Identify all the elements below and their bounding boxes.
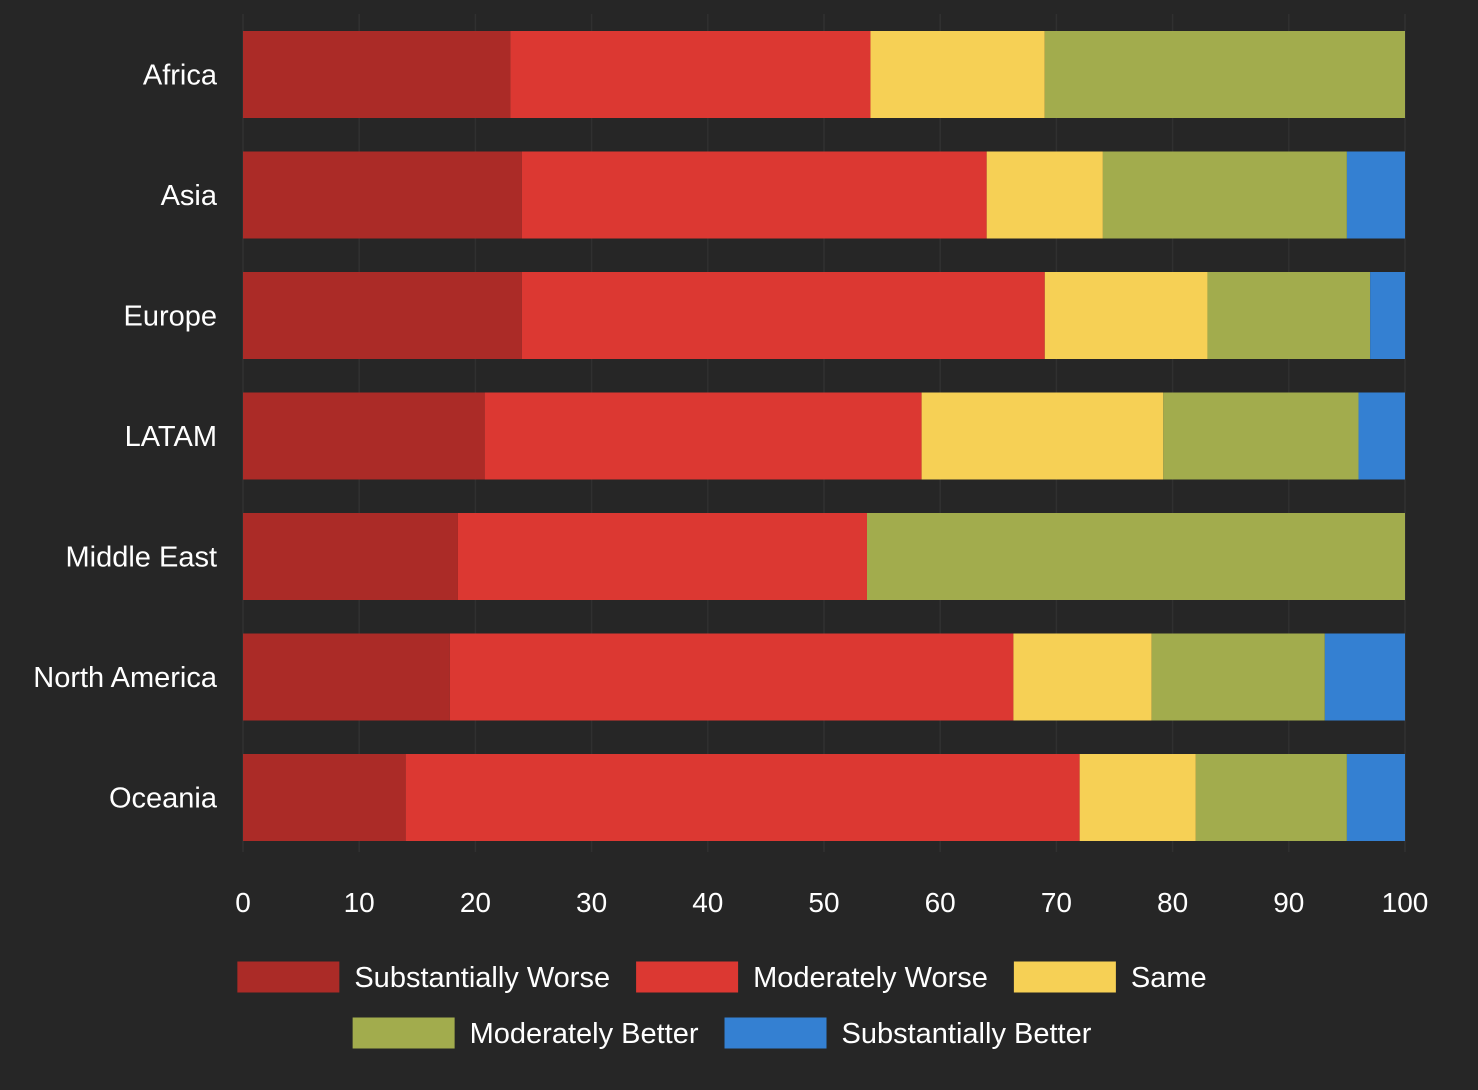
bar-europe-substantially-worse bbox=[243, 272, 522, 359]
x-tick-label-8: 80 bbox=[1157, 887, 1188, 918]
bar-middle-east-moderately-worse bbox=[457, 513, 867, 600]
category-label-oceania: Oceania bbox=[109, 783, 218, 815]
legend-swatch-moderately-better bbox=[352, 1017, 455, 1049]
bar-europe-moderately-better bbox=[1207, 272, 1371, 359]
bar-europe-same bbox=[1044, 272, 1208, 359]
legend-swatch-same bbox=[1013, 961, 1116, 993]
category-labels: Africa Asia Europe LATAM Middle East North Am… bbox=[33, 60, 218, 815]
bar-africa-moderately-worse bbox=[510, 31, 871, 118]
x-tick-label-9: 90 bbox=[1273, 887, 1304, 918]
legend-swatch-substantially-better bbox=[724, 1017, 827, 1049]
x-tick-label-2: 20 bbox=[460, 887, 491, 918]
legend-swatch-moderately-worse bbox=[636, 961, 739, 993]
bar-north-america-substantially-better bbox=[1324, 633, 1405, 721]
bar-latam-substantially-better bbox=[1358, 392, 1405, 480]
category-label-north-america: North America bbox=[33, 662, 218, 694]
legend-label-same: Same bbox=[1131, 962, 1207, 994]
bar-latam-moderately-better bbox=[1163, 392, 1359, 480]
bar-oceania-same bbox=[1079, 754, 1196, 841]
x-tick-label-0: 0 bbox=[235, 887, 251, 918]
legend-swatch-substantially-worse bbox=[237, 961, 340, 993]
category-label-africa: Africa bbox=[143, 60, 218, 92]
bar-latam-substantially-worse bbox=[243, 392, 485, 480]
bar-asia-substantially-better bbox=[1346, 151, 1405, 239]
bar-europe-substantially-better bbox=[1370, 272, 1405, 359]
bar-africa-moderately-better bbox=[1044, 31, 1405, 118]
bar-middle-east-substantially-worse bbox=[243, 513, 458, 600]
bar-north-america-substantially-worse bbox=[243, 633, 450, 721]
x-tick-label-3: 30 bbox=[576, 887, 607, 918]
x-tick-label-1: 10 bbox=[344, 887, 375, 918]
bar-oceania-substantially-worse bbox=[243, 754, 406, 841]
category-label-europe: Europe bbox=[123, 301, 217, 333]
bar-asia-moderately-better bbox=[1102, 151, 1347, 239]
bar-oceania-moderately-better bbox=[1195, 754, 1347, 841]
bar-latam-moderately-worse bbox=[484, 392, 922, 480]
x-tick-label-10: 100 bbox=[1382, 887, 1429, 918]
legend-label-moderately-worse: Moderately Worse bbox=[753, 962, 988, 994]
category-label-middle-east: Middle East bbox=[65, 542, 217, 574]
x-tick-label-4: 40 bbox=[692, 887, 723, 918]
bar-north-america-moderately-better bbox=[1151, 633, 1325, 721]
bars bbox=[243, 31, 1405, 841]
bar-oceania-substantially-better bbox=[1346, 754, 1405, 841]
x-tick-label-7: 70 bbox=[1041, 887, 1072, 918]
legend-label-substantially-better: Substantially Better bbox=[842, 1018, 1092, 1050]
bar-africa-same bbox=[870, 31, 1045, 118]
bar-asia-moderately-worse bbox=[521, 151, 987, 239]
bar-north-america-moderately-worse bbox=[449, 633, 1014, 721]
bar-north-america-same bbox=[1013, 633, 1152, 721]
category-label-asia: Asia bbox=[161, 180, 218, 212]
x-axis: 0 10 20 30 40 50 60 70 80 90 100 bbox=[235, 887, 1428, 918]
bar-africa-substantially-worse bbox=[243, 31, 511, 118]
bar-oceania-moderately-worse bbox=[405, 754, 1080, 841]
bar-asia-substantially-worse bbox=[243, 151, 522, 239]
legend-label-moderately-better: Moderately Better bbox=[470, 1018, 699, 1050]
x-tick-label-5: 50 bbox=[808, 887, 839, 918]
category-label-latam: LATAM bbox=[125, 421, 217, 453]
bar-middle-east-moderately-better bbox=[866, 513, 1405, 600]
legend-label-substantially-worse: Substantially Worse bbox=[354, 962, 610, 994]
x-tick-label-6: 60 bbox=[925, 887, 956, 918]
legend: Substantially Worse Moderately Worse Same M… bbox=[237, 961, 1207, 1050]
bar-latam-same bbox=[921, 392, 1164, 480]
bar-asia-same bbox=[986, 151, 1103, 239]
bar-europe-moderately-worse bbox=[521, 272, 1045, 359]
